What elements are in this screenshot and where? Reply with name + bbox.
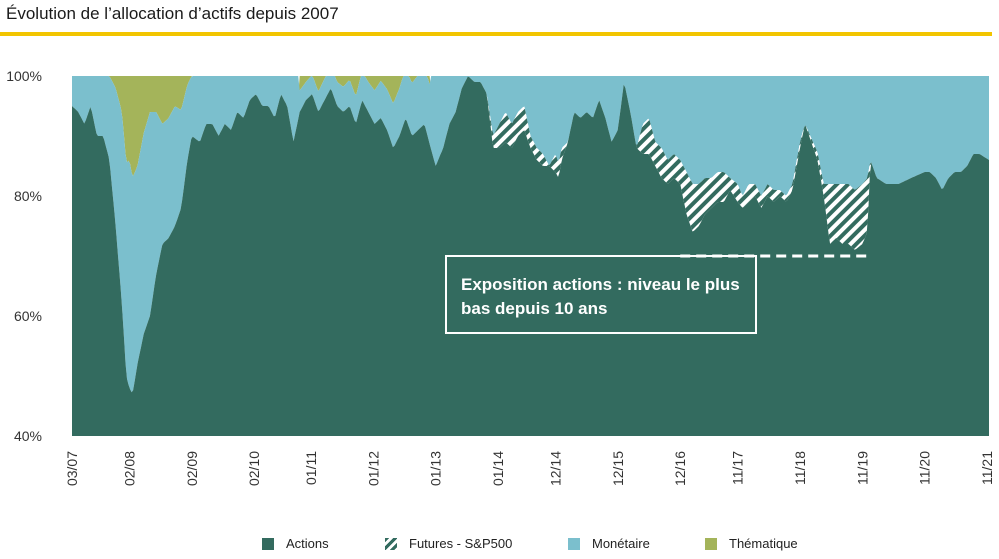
legend-label: Futures - S&P500 bbox=[409, 536, 513, 551]
x-tick-label: 11/19 bbox=[854, 451, 870, 485]
legend-swatch-monetaire bbox=[568, 537, 580, 550]
chart-title: Évolution de l’allocation d’actifs depui… bbox=[6, 4, 339, 23]
series-thematique-area bbox=[72, 76, 989, 177]
x-tick-label: 03/07 bbox=[64, 451, 80, 486]
x-axis: 03/07 02/08 02/09 02/10 01/11 01/12 01/13 01/14… bbox=[64, 451, 995, 486]
series-futures-area bbox=[72, 76, 989, 393]
y-tick-label: 40% bbox=[14, 428, 42, 444]
y-tick-label: 60% bbox=[14, 308, 42, 324]
x-tick-label: 01/12 bbox=[365, 451, 381, 486]
series-monetaire-area bbox=[72, 76, 989, 393]
y-axis: 40% 60% 80% 100% bbox=[6, 68, 42, 444]
legend: Actions Futures - S&P500 Monétaire Théma… bbox=[0, 532, 999, 556]
x-tick-label: 12/15 bbox=[610, 451, 626, 486]
y-tick-label: 100% bbox=[6, 68, 42, 84]
legend-swatch-futures bbox=[385, 537, 397, 550]
legend-item-futures: Futures - S&P500 bbox=[385, 536, 512, 551]
x-tick-label: 11/21 bbox=[979, 451, 995, 485]
x-tick-label: 12/16 bbox=[672, 451, 688, 486]
x-tick-label: 01/13 bbox=[428, 451, 444, 486]
legend-item-thematique: Thématique bbox=[705, 536, 798, 551]
x-tick-label: 01/14 bbox=[490, 451, 506, 486]
legend-label: Monétaire bbox=[592, 536, 650, 551]
legend-swatch-thematique bbox=[705, 537, 717, 550]
x-tick-label: 02/09 bbox=[184, 451, 200, 486]
x-tick-label: 12/14 bbox=[547, 451, 563, 486]
title-underline bbox=[0, 32, 992, 36]
x-tick-label: 02/08 bbox=[121, 451, 137, 486]
legend-swatch-actions bbox=[262, 537, 274, 550]
x-tick-label: 02/10 bbox=[246, 451, 262, 486]
x-tick-label: 11/17 bbox=[730, 451, 746, 485]
legend-item-actions: Actions bbox=[262, 536, 329, 551]
annotation-box: Exposition actions : niveau le plus bas … bbox=[445, 255, 757, 334]
legend-label: Thématique bbox=[729, 536, 798, 551]
legend-label: Actions bbox=[286, 536, 329, 551]
x-tick-label: 11/18 bbox=[792, 451, 808, 485]
x-tick-label: 11/20 bbox=[917, 451, 933, 485]
legend-item-monetaire: Monétaire bbox=[568, 536, 650, 551]
y-tick-label: 80% bbox=[14, 188, 42, 204]
x-tick-label: 01/11 bbox=[303, 451, 319, 485]
